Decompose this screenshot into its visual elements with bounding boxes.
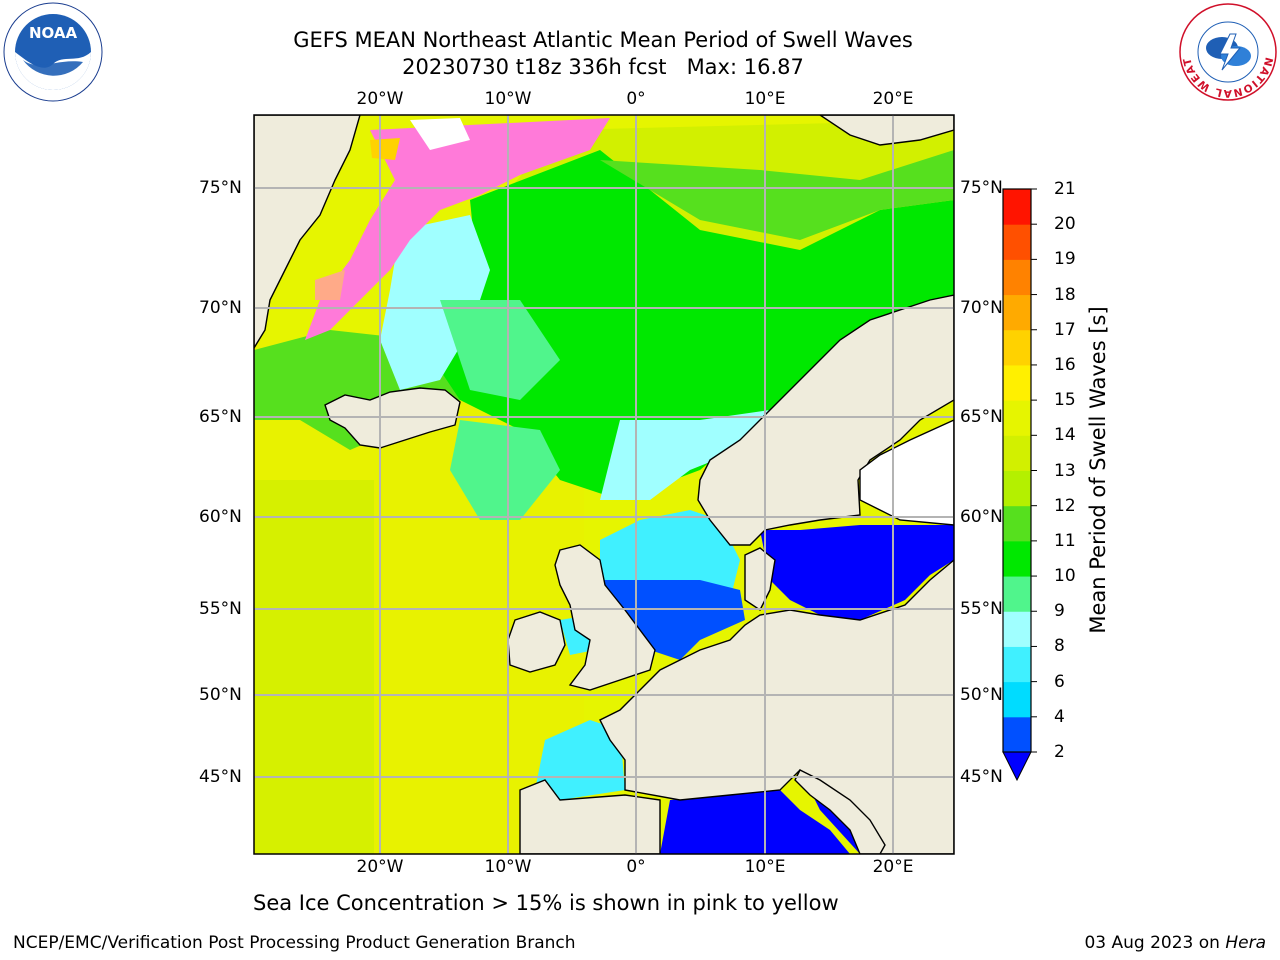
ireland-land (507, 611, 566, 673)
colorbar-label: Mean Period of Swell Waves [s] (1086, 306, 1110, 634)
colorbar-tick-label: 11 (1054, 530, 1076, 551)
map-frame (253, 114, 955, 855)
nws-logo-icon: NATIONAL WEATHER SERVICE (1178, 2, 1277, 101)
colorbar-tick-label: 15 (1054, 390, 1076, 411)
footer-producer: NCEP/EMC/Verification Post Processing Pr… (13, 933, 576, 953)
lon-label-top: 20°W (356, 89, 404, 109)
ocean-green-zone (420, 150, 954, 500)
lat-label-left: 50°N (199, 685, 242, 705)
sea-ice-note: Sea Ice Concentration > 15% is shown in … (253, 891, 839, 915)
colorbar-tick-label: 8 (1054, 636, 1065, 657)
lon-label-bottom: 0° (626, 857, 646, 877)
lon-label-bottom: 10°E (744, 857, 786, 877)
lat-label-right: 70°N (960, 298, 1003, 318)
mediterranean-blue-zone (660, 790, 850, 854)
italy-land (794, 769, 886, 854)
lat-label-left: 45°N (199, 767, 242, 787)
title-line-2: 20230730 t18z 336h fcst Max: 16.87 (402, 55, 804, 79)
gulf-of-bothnia-area (859, 419, 954, 526)
lon-label-bottom: 20°W (356, 857, 404, 877)
colorbar-tick-label: 10 (1054, 566, 1076, 587)
colorbar-tick-label: 14 (1054, 425, 1076, 446)
ocean-lightcyan-zone (380, 215, 490, 390)
great-britain-land (554, 544, 656, 691)
sea-ice-pink-zone (305, 118, 610, 340)
lon-label-top: 10°E (744, 89, 786, 109)
baltic-blue-zone (760, 525, 954, 620)
greenland-land (254, 115, 361, 350)
colorbar-tick-label: 9 (1054, 601, 1065, 622)
colorbar-tick-label: 4 (1054, 706, 1065, 727)
footer-machine: Hera (1225, 933, 1266, 953)
lat-label-right: 75°N (960, 178, 1003, 198)
colorbar-tick-label: 16 (1054, 354, 1076, 375)
lon-label-bottom: 10°W (484, 857, 532, 877)
biscay-cyan-zone (535, 720, 625, 800)
footer-date-text: 03 Aug 2023 on (1084, 933, 1226, 953)
svalbard-land (818, 115, 954, 146)
noaa-logo-icon: NOAA (3, 2, 103, 102)
colorbar-tick-label: 18 (1054, 284, 1076, 305)
denmark-land (744, 547, 776, 612)
colorbar-tick-label: 21 (1054, 179, 1076, 199)
colorbar-tick-label: 20 (1054, 214, 1076, 235)
lon-label-bottom: 20°E (872, 857, 914, 877)
colorbar-tick-label: 12 (1054, 495, 1076, 516)
graticule (254, 115, 954, 854)
colorbar-tick-label: 13 (1054, 460, 1076, 481)
lon-label-top: 10°W (484, 89, 532, 109)
lat-label-right: 60°N (960, 507, 1003, 527)
lat-label-left: 70°N (199, 298, 242, 318)
colorbar-tick-label: 6 (1054, 671, 1065, 692)
lat-label-left: 55°N (199, 599, 242, 619)
iberia-land (519, 779, 661, 854)
lon-label-top: 0° (626, 89, 646, 109)
title-line-1: GEFS MEAN Northeast Atlantic Mean Period… (293, 28, 913, 52)
lat-label-left: 75°N (199, 178, 242, 198)
lat-label-right: 50°N (960, 685, 1003, 705)
lat-label-right: 65°N (960, 407, 1003, 427)
lat-label-right: 45°N (960, 767, 1003, 787)
lon-label-top: 20°E (872, 89, 914, 109)
colorbar-tick-label: 19 (1054, 249, 1076, 270)
noaa-logo-text: NOAA (29, 24, 78, 42)
colorbar-tick-label: 17 (1054, 319, 1076, 340)
footer-date: 03 Aug 2023 on Hera (1084, 933, 1266, 953)
lat-label-right: 55°N (960, 599, 1003, 619)
colorbar-tick-label: 2 (1054, 742, 1065, 762)
lat-label-left: 65°N (199, 407, 242, 427)
lat-label-left: 60°N (199, 507, 242, 527)
